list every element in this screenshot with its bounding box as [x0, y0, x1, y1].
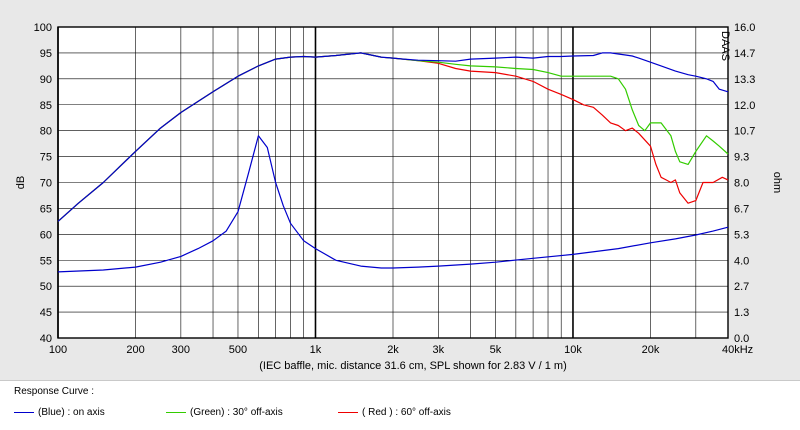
y-right-tick-label: 8.0 — [734, 178, 749, 190]
legend-label-green: (Green) : 30° off-axis — [190, 407, 283, 418]
y-axis-title: dB — [15, 176, 27, 189]
x-tick-label: 200 — [126, 344, 144, 356]
series-impedance-line — [57, 135, 729, 273]
y-tick-label: 55 — [40, 255, 52, 267]
y-tick-label: 90 — [40, 74, 52, 86]
y-tick-label: 75 — [40, 152, 52, 164]
y-right-tick-label: 12.0 — [734, 100, 755, 112]
y-right-tick-label: 9.3 — [734, 152, 749, 164]
y-tick-label: 100 — [34, 22, 52, 34]
legend-swatch-green — [166, 412, 186, 413]
legend-swatch-red — [338, 412, 358, 413]
y-tick-label: 95 — [40, 48, 52, 60]
y-right-tick-label: 16.0 — [734, 22, 755, 34]
x-tick-label: 2k — [387, 344, 399, 356]
x-tick-label: 5k — [490, 344, 502, 356]
y-tick-label: 85 — [40, 100, 52, 112]
x-tick-label: 40kHz — [722, 344, 753, 356]
y-right-tick-label: 13.3 — [734, 74, 755, 86]
x-tick-label: 500 — [229, 344, 247, 356]
chart-area: 40 45 50 55 60 65 70 75 80 85 90 95 100 0.0 1.3 2.7 4.0 5… — [0, 0, 800, 381]
chart-annotation: (IEC baffle, mic. distance 31.6 cm, SPL … — [259, 360, 567, 372]
legend: Response Curve : (Blue) : on axis (Green… — [0, 380, 800, 430]
y-right-axis-title: ohm — [771, 172, 783, 193]
y-tick-label: 65 — [40, 203, 52, 215]
legend-label-red: ( Red ) : 60° off-axis — [362, 407, 451, 418]
y-tick-label: 60 — [40, 229, 52, 241]
x-tick-label: 1k — [310, 344, 322, 356]
series-on-axis-line — [57, 52, 729, 222]
y-right-tick-label: 0.0 — [734, 333, 749, 345]
legend-label-blue: (Blue) : on axis — [38, 407, 105, 418]
y-right-tick-label: 5.3 — [734, 229, 749, 241]
legend-swatch-blue — [14, 412, 34, 413]
legend-item-red: ( Red ) : 60° off-axis — [338, 407, 451, 418]
y-tick-label: 80 — [40, 126, 52, 138]
x-tick-label: 100 — [49, 344, 67, 356]
y-right-tick-label: 2.7 — [734, 281, 749, 293]
x-tick-label: 300 — [172, 344, 190, 356]
x-tick-label: 3k — [433, 344, 445, 356]
y-tick-label: 45 — [40, 307, 52, 319]
y-right-tick-label: 1.3 — [734, 307, 749, 319]
legend-item-blue: (Blue) : on axis — [14, 407, 105, 418]
frequency-response-chart: 40 45 50 55 60 65 70 75 80 85 90 95 100 0.0 1.3 2.7 4.0 5… — [15, 22, 783, 372]
x-tick-label: 20k — [642, 344, 660, 356]
y-right-tick-label: 10.7 — [734, 126, 755, 138]
plot-frame — [57, 26, 729, 339]
y-right-tick-label: 14.7 — [734, 48, 755, 60]
x-tick-label: 10k — [564, 344, 582, 356]
watermark: DAAS — [719, 31, 731, 61]
y-tick-label: 40 — [40, 333, 52, 345]
legend-item-green: (Green) : 30° off-axis — [166, 407, 283, 418]
legend-title: Response Curve : — [14, 386, 95, 397]
y-tick-label: 50 — [40, 281, 52, 293]
y-right-tick-label: 4.0 — [734, 255, 749, 267]
y-tick-label: 70 — [40, 178, 52, 190]
y-right-tick-label: 6.7 — [734, 203, 749, 215]
